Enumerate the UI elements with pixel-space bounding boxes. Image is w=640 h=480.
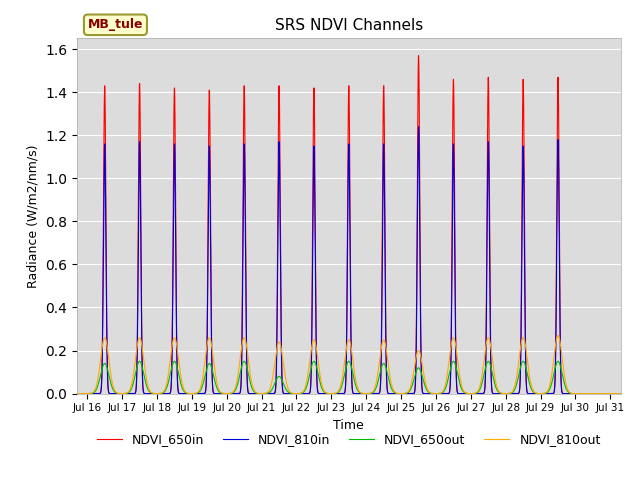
NDVI_810out bbox=[317, 376, 324, 382]
NDVI_810in bbox=[317, 391, 324, 396]
NDVI_650in bbox=[415, 53, 422, 59]
NDVI_650out bbox=[623, 391, 630, 396]
NDVI_810in bbox=[624, 391, 632, 396]
Line: NDVI_650in: NDVI_650in bbox=[70, 56, 628, 394]
NDVI_650in bbox=[551, 384, 559, 389]
NDVI_810in bbox=[415, 124, 422, 130]
NDVI_810in bbox=[566, 391, 574, 396]
NDVI_650out bbox=[616, 391, 624, 396]
NDVI_650in bbox=[566, 391, 574, 396]
Y-axis label: Radiance (W/m2/nm/s): Radiance (W/m2/nm/s) bbox=[26, 144, 40, 288]
NDVI_650out bbox=[317, 382, 324, 388]
Legend: NDVI_650in, NDVI_810in, NDVI_650out, NDVI_810out: NDVI_650in, NDVI_810in, NDVI_650out, NDV… bbox=[92, 428, 605, 451]
NDVI_810out bbox=[623, 391, 630, 396]
NDVI_650in bbox=[624, 391, 632, 396]
NDVI_650in bbox=[602, 391, 609, 396]
NDVI_810out bbox=[616, 391, 624, 396]
NDVI_810in bbox=[551, 385, 559, 391]
Line: NDVI_810in: NDVI_810in bbox=[70, 127, 628, 394]
NDVI_810out bbox=[566, 390, 574, 396]
NDVI_650in bbox=[623, 391, 630, 396]
NDVI_650out bbox=[566, 390, 574, 396]
NDVI_650in bbox=[616, 391, 624, 396]
Title: SRS NDVI Channels: SRS NDVI Channels bbox=[275, 18, 423, 33]
NDVI_650out bbox=[422, 385, 430, 391]
X-axis label: Time: Time bbox=[333, 419, 364, 432]
Line: NDVI_810out: NDVI_810out bbox=[70, 336, 628, 394]
NDVI_810in bbox=[623, 391, 630, 396]
NDVI_810in bbox=[422, 391, 430, 396]
NDVI_650in bbox=[317, 391, 324, 396]
NDVI_810in bbox=[602, 391, 609, 396]
NDVI_810out bbox=[66, 391, 74, 396]
Text: MB_tule: MB_tule bbox=[88, 18, 143, 31]
NDVI_810in bbox=[616, 391, 624, 396]
NDVI_810out bbox=[554, 333, 562, 338]
NDVI_650out bbox=[551, 367, 559, 373]
Line: NDVI_650out: NDVI_650out bbox=[70, 361, 628, 394]
NDVI_650in bbox=[66, 391, 74, 396]
NDVI_810out bbox=[624, 391, 632, 396]
NDVI_650in bbox=[422, 391, 430, 396]
NDVI_650out bbox=[310, 359, 318, 364]
NDVI_650out bbox=[66, 391, 74, 396]
NDVI_810out bbox=[551, 349, 559, 355]
NDVI_810out bbox=[422, 382, 429, 387]
NDVI_810in bbox=[66, 391, 74, 396]
NDVI_650out bbox=[624, 391, 632, 396]
